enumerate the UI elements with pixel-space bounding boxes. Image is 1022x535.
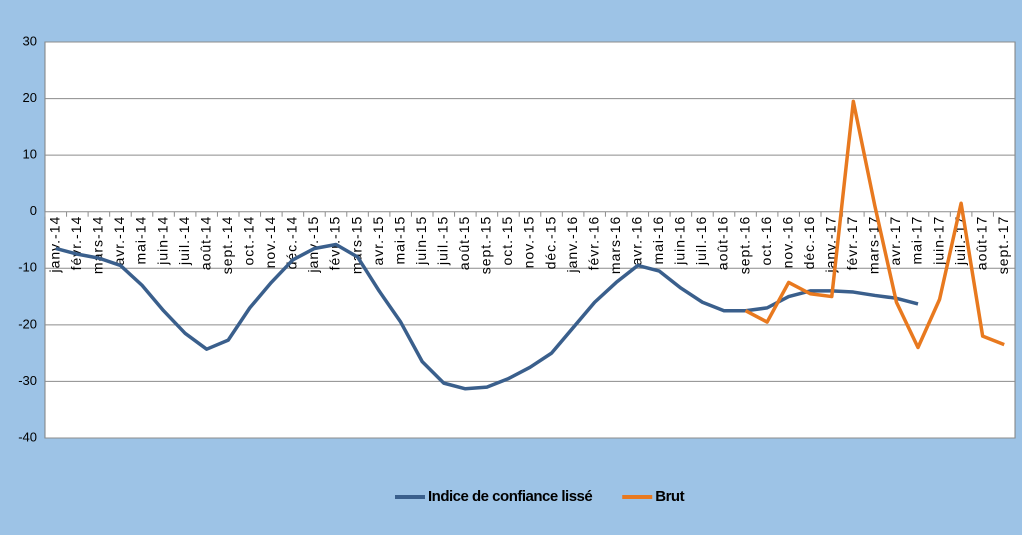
x-tick-label: nov.-16 <box>779 216 795 269</box>
x-tick-label: mars-17 <box>866 216 882 274</box>
data-line <box>55 242 919 391</box>
x-tick-label: sept.-14 <box>219 216 235 275</box>
x-tick-label: août-17 <box>973 216 989 270</box>
x-tick-label: sept.-16 <box>736 216 752 275</box>
x-tick-label: déc.-16 <box>801 216 817 270</box>
x-tick-label: avr.-16 <box>628 216 644 266</box>
x-tick-label: janv.-14 <box>46 216 62 274</box>
x-tick-label: oct.-14 <box>240 216 256 266</box>
x-tick-label: juil.-16 <box>693 216 709 266</box>
y-tick-label: -20 <box>18 316 37 331</box>
x-tick-label: août-16 <box>715 216 731 270</box>
x-tick-label: févr.-16 <box>585 216 601 271</box>
x-tick-label: avr.-14 <box>111 216 127 266</box>
x-tick-label: sept.-17 <box>995 216 1011 275</box>
y-tick-label: -10 <box>18 260 37 275</box>
x-tick-label: mai-14 <box>133 216 149 265</box>
x-tick-label: févr.-17 <box>844 216 860 271</box>
x-tick-label: oct.-15 <box>499 216 515 266</box>
x-tick-label: nov.-14 <box>262 216 278 269</box>
x-tick-label: mai-16 <box>650 216 666 265</box>
y-tick-label: 30 <box>23 33 37 48</box>
y-tick-label: 20 <box>23 90 37 105</box>
x-tick-label: mars-14 <box>90 216 106 274</box>
x-tick-label: juil.-15 <box>434 216 450 266</box>
x-tick-label: sept.-15 <box>478 216 494 275</box>
y-tick-label: 0 <box>30 203 37 218</box>
data-line <box>744 99 1005 350</box>
x-tick-label: mars-16 <box>607 216 623 274</box>
x-tick-label: juin-17 <box>930 216 946 266</box>
y-tick-label: -30 <box>18 373 37 388</box>
y-tick-label: 10 <box>23 147 37 162</box>
x-tick-label: oct.-16 <box>758 216 774 266</box>
x-tick-label: mai-15 <box>391 216 407 265</box>
x-tick-label: août-14 <box>197 216 213 270</box>
legend-label: Indice de confiance lissé <box>428 488 592 505</box>
x-tick-label: janv.-16 <box>564 216 580 274</box>
x-tick-label: juil.-14 <box>176 216 192 266</box>
x-tick-label: déc.-15 <box>542 216 558 270</box>
x-tick-label: avr.-15 <box>370 216 386 266</box>
x-tick-label: févr.-14 <box>68 216 84 271</box>
legend-label: Brut <box>655 488 684 505</box>
x-tick-label: juin-16 <box>672 216 688 266</box>
x-tick-label: mai-17 <box>909 216 925 265</box>
y-tick-label: -40 <box>18 429 37 444</box>
x-tick-label: juin-14 <box>154 216 170 266</box>
x-tick-label: avr.-17 <box>887 216 903 266</box>
x-tick-label: janv.-15 <box>305 216 321 274</box>
x-tick-label: nov.-15 <box>521 216 537 269</box>
x-tick-label: juin-15 <box>413 216 429 266</box>
x-tick-label: déc.-14 <box>284 216 300 270</box>
x-tick-label: août-15 <box>456 216 472 270</box>
